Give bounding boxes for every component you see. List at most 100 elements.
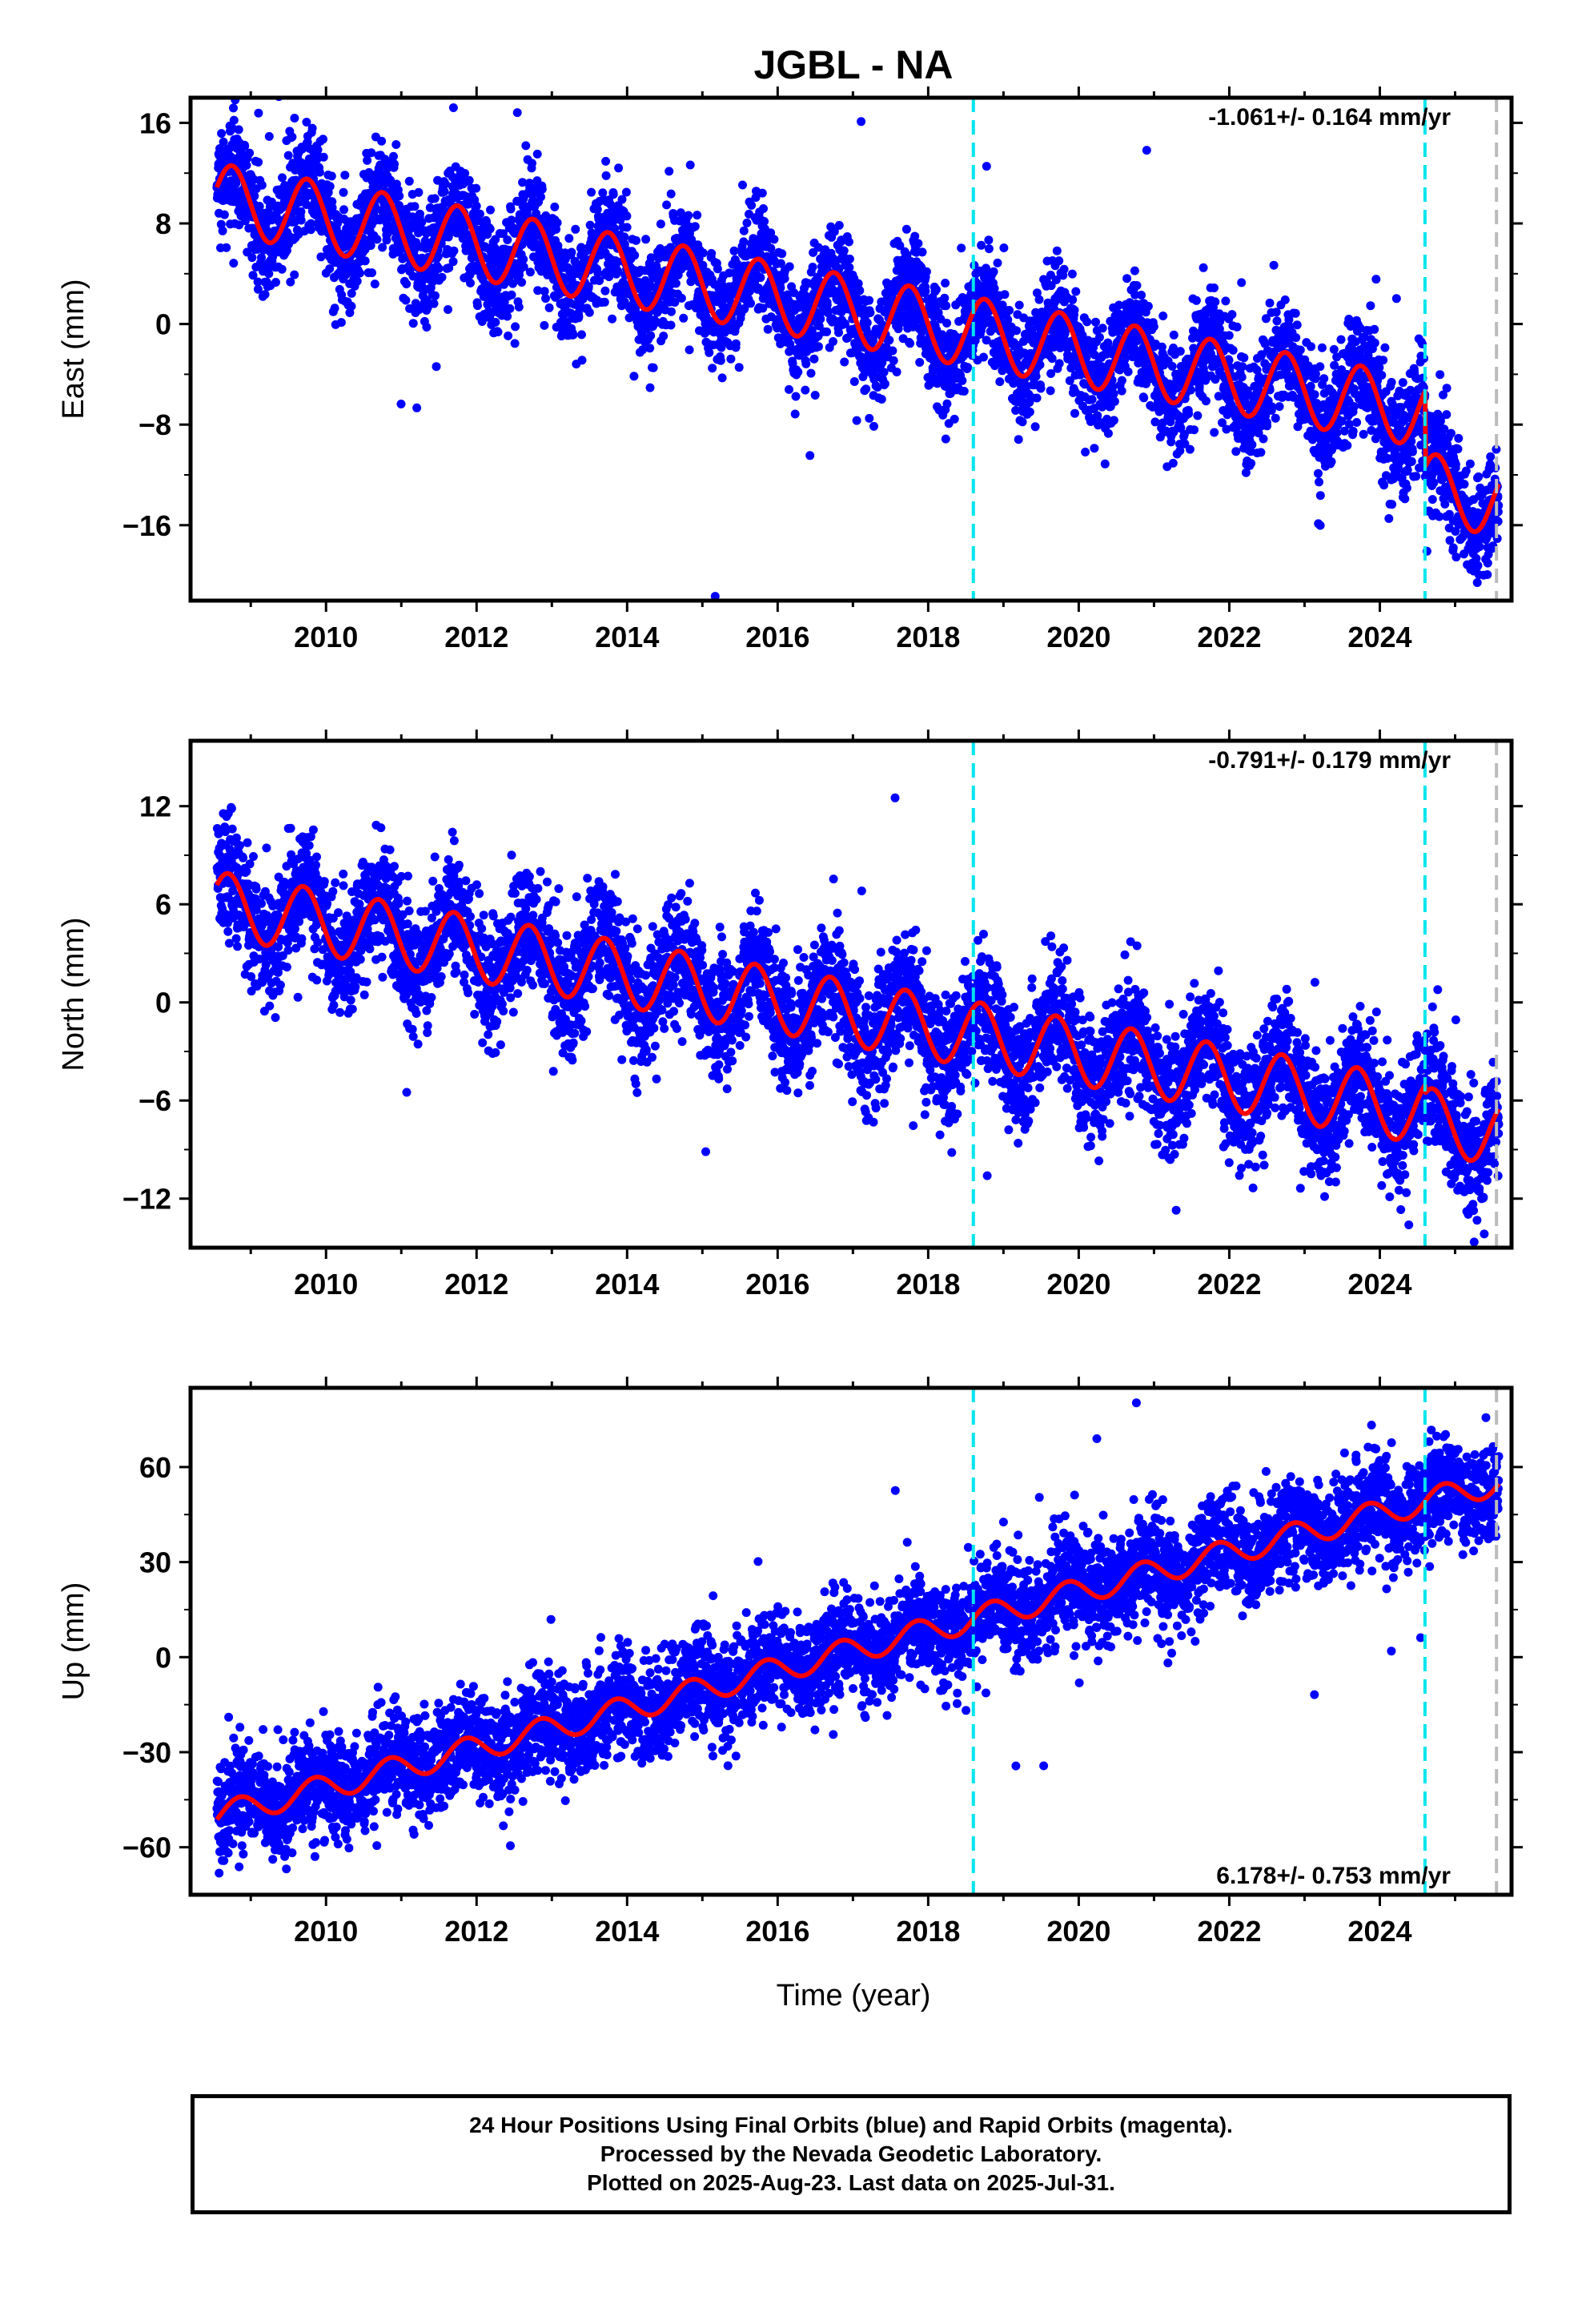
east-data-point [536,192,545,202]
east-data-point [646,331,656,340]
east-data-point [984,244,994,254]
east-data-point [336,318,346,328]
east-data-point [408,319,418,328]
east-data-point [1315,491,1325,501]
east-data-point [1387,500,1397,509]
east-data-point [769,235,779,244]
east-data-point [942,399,952,408]
east-data-point [1193,411,1203,420]
east-data-point [1090,444,1099,453]
east-data-point [296,207,306,216]
east-data-point [993,258,1002,267]
east-data-point [1117,386,1126,396]
east-data-point [1332,428,1342,437]
east-data-point [395,191,404,201]
east-data-point [423,296,432,306]
east-data-point [1201,396,1211,406]
east-data-point [793,368,803,376]
east-data-point [540,320,549,330]
east-data-point [550,202,560,211]
east-data-point [747,200,757,210]
east-data-point [215,144,224,153]
east-data-point [518,178,528,187]
east-data-point [885,336,894,345]
east-data-point [347,301,356,311]
east-data-point [240,141,250,151]
east-data-point [1377,371,1387,380]
east-data-point [286,277,295,287]
east-data-point [217,129,227,139]
east-data-point [313,145,323,155]
east-data-point [395,201,404,210]
east-data-point [990,283,999,293]
east-data-point [355,268,364,278]
east-data-point [521,141,531,151]
east-data-point [1018,417,1027,427]
east-data-point [705,348,714,357]
east-data-point [377,136,387,146]
east-data-point [845,254,854,263]
east-data-point [1025,407,1034,416]
east-data-point [1359,429,1368,439]
east-data-point [1370,338,1379,348]
east-data-point [666,189,676,199]
east-data-point [632,235,640,245]
east-data-point [844,237,853,247]
east-data-point [415,209,424,219]
east-data-point [532,149,542,159]
east-data-point [941,279,950,287]
east-data-point [298,144,307,154]
east-data-point [1070,408,1079,418]
east-data-point [401,296,411,305]
east-data-point [608,314,617,324]
east-data-point [1259,434,1268,444]
east-data-point [1068,295,1078,304]
east-data-point [1237,278,1247,287]
east-data-point [622,211,632,221]
east-data-point [290,270,299,279]
east-data-point [995,377,1005,387]
east-data-point [1143,301,1153,311]
east-data-point [1315,521,1325,530]
east-data-point [1014,300,1024,310]
east-data-point [766,243,776,253]
east-data-point [1190,425,1199,435]
east-data-point [1224,331,1234,340]
east-data-point [677,293,686,303]
east-data-point [901,224,911,234]
east-data-point [253,277,263,287]
east-data-point [1142,146,1151,155]
east-data-point [1100,459,1110,468]
east-data-point [229,115,239,125]
east-data-point [756,273,765,283]
east-data-point [519,262,528,271]
east-data-point [448,257,458,267]
east-data-point [1070,305,1079,315]
east-data-point [1375,363,1384,372]
east-data-point [503,312,512,321]
east-data-point [250,191,259,201]
east-data-point [1123,367,1133,376]
east-data-point [1263,421,1272,431]
east-data-point [390,159,399,169]
east-data-point [805,451,815,460]
east-data-point [746,299,756,308]
east-data-point [600,286,610,296]
east-data-point [302,118,311,127]
east-data-point [645,383,655,392]
east-data-point [360,256,370,266]
east-data-point [440,187,449,196]
east-data-point [278,173,287,183]
east-data-point [277,264,287,274]
east-data-point [475,209,484,219]
east-data-point [1175,347,1185,356]
east-data-point [855,286,865,296]
east-data-point [325,264,335,274]
east-data-point [1352,418,1362,427]
east-data-point [1291,308,1300,318]
east-data-point [1291,333,1301,343]
east-data-point [659,332,669,341]
east-data-point [429,299,439,308]
east-data-point [1094,332,1104,342]
